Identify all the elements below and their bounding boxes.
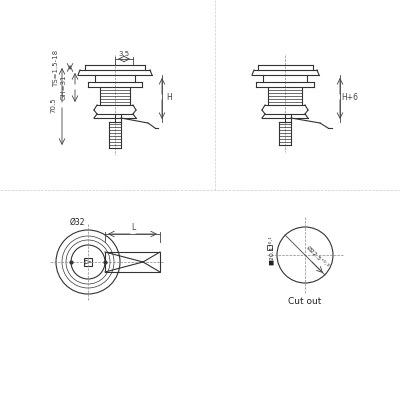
Text: Ø22.5⁺⁰·³: Ø22.5⁺⁰·³ xyxy=(305,245,329,269)
Bar xyxy=(267,245,272,250)
Text: GH=31: GH=31 xyxy=(61,74,67,100)
Text: ■20.1⁺⁰·¹: ■20.1⁺⁰·¹ xyxy=(268,235,274,265)
Text: H+6: H+6 xyxy=(342,92,358,102)
Text: H: H xyxy=(166,92,172,102)
Text: TS=1.5-18: TS=1.5-18 xyxy=(53,50,59,86)
Bar xyxy=(105,252,160,272)
Text: L: L xyxy=(131,224,135,232)
Text: 3.5: 3.5 xyxy=(118,51,130,57)
Text: Ø32: Ø32 xyxy=(70,218,86,226)
Text: Cut out: Cut out xyxy=(288,297,322,306)
Bar xyxy=(84,258,92,266)
Text: 70.5: 70.5 xyxy=(50,97,56,113)
